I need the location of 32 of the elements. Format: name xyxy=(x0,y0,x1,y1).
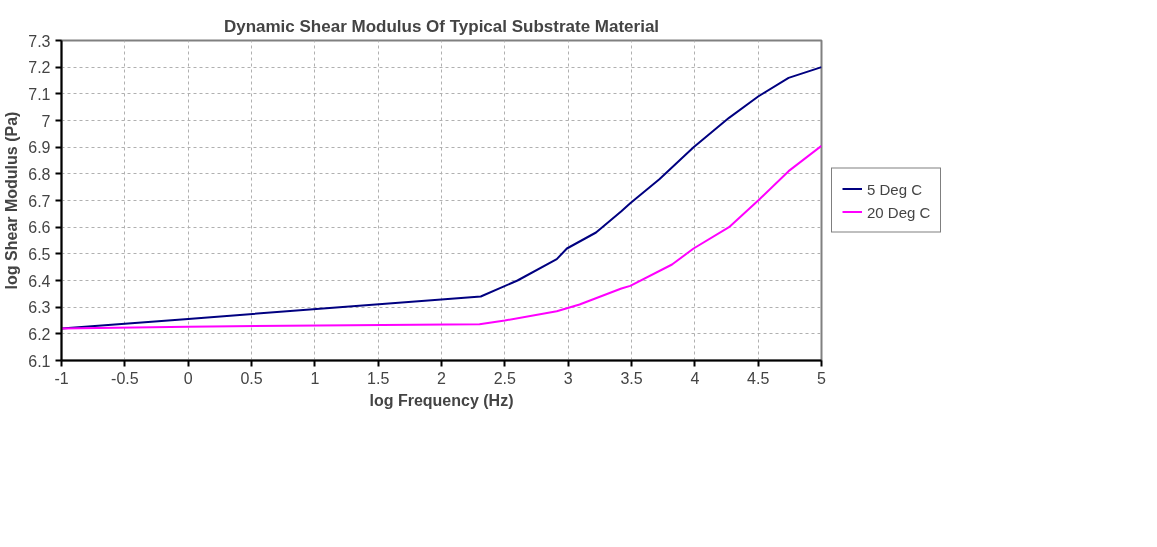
x-axis-title: log Frequency (Hz) xyxy=(369,391,514,409)
x-tick-label: 0 xyxy=(183,369,193,387)
x-tick-label: 3 xyxy=(563,369,573,387)
x-tick-label: 3.5 xyxy=(620,369,643,387)
y-tick-label: 6.5 xyxy=(28,245,51,263)
x-tick-label: 1 xyxy=(310,369,320,387)
y-tick-label: 6.1 xyxy=(28,352,51,370)
x-tick-label: 1.5 xyxy=(367,369,390,387)
legend-label: 5 Deg C xyxy=(867,180,923,197)
x-tick-label: -0.5 xyxy=(111,369,139,387)
y-axis-title: log Shear Modulus (Pa) xyxy=(3,111,21,290)
y-tick-label: 6.2 xyxy=(28,325,51,343)
y-tick-label: 7.3 xyxy=(28,32,51,50)
x-tick-label: 0.5 xyxy=(240,369,263,387)
y-tick-label: 6.3 xyxy=(28,299,51,317)
x-tick-label: 5 xyxy=(817,369,827,387)
x-tick-label: 4.5 xyxy=(747,369,770,387)
y-tick-label: 6.4 xyxy=(28,272,51,290)
x-tick-label: 2.5 xyxy=(493,369,517,387)
y-tick-label: 7 xyxy=(41,112,51,130)
y-tick-label: 6.8 xyxy=(28,165,51,183)
line-series xyxy=(61,144,822,330)
y-tick-label: 6.9 xyxy=(28,139,51,157)
x-tick-label: -1 xyxy=(54,369,69,387)
x-tick-label: 2 xyxy=(437,369,447,387)
x-tick-label: 4 xyxy=(690,369,700,387)
y-tick-label: 6.7 xyxy=(28,192,51,210)
y-tick-label: 7.2 xyxy=(28,59,51,77)
chart-title: Dynamic Shear Modulus Of Typical Substrate Material xyxy=(223,16,660,36)
y-tick-label: 7.1 xyxy=(28,85,51,103)
legend-label: 20 Deg C xyxy=(867,203,931,220)
y-tick-label: 6.6 xyxy=(28,219,51,237)
